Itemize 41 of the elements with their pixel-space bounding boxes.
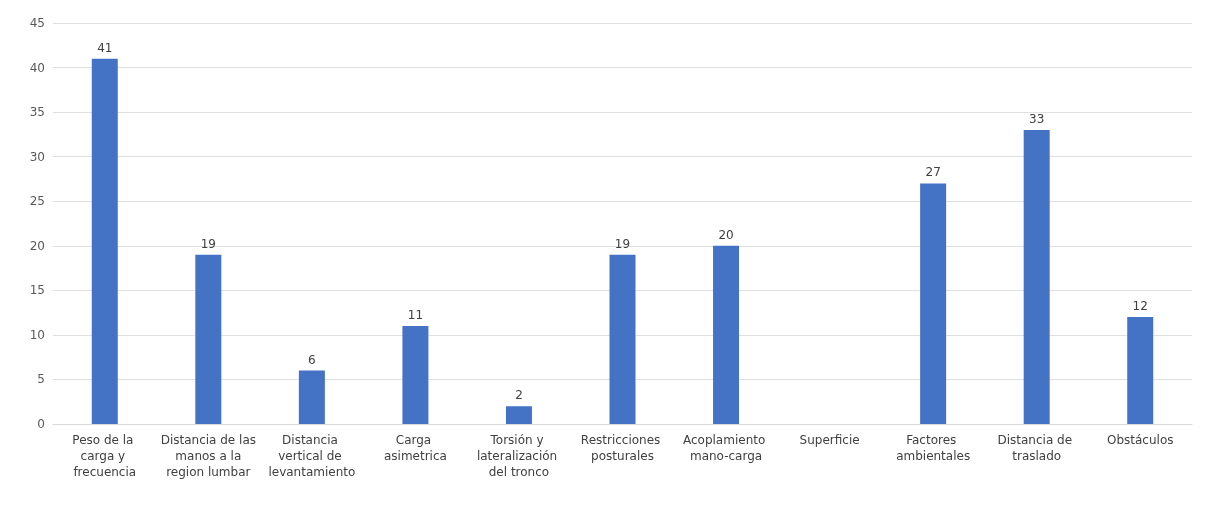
bar <box>1023 129 1050 424</box>
y-tick-label: 40 <box>29 60 45 75</box>
data-label: 33 <box>1029 111 1045 126</box>
y-tick-label: 45 <box>29 16 45 30</box>
y-tick-label: 30 <box>29 149 45 164</box>
data-label: 19 <box>200 236 216 251</box>
bar <box>298 370 325 424</box>
bar <box>505 406 532 424</box>
x-tick-label: Restricciones posturales <box>580 433 665 463</box>
x-tick-label: Distancia de traslado <box>997 433 1076 463</box>
bar <box>91 58 118 424</box>
bar <box>1127 317 1154 424</box>
bar <box>402 325 429 424</box>
y-tick-label: 35 <box>29 105 45 120</box>
data-label: 2 <box>515 388 523 403</box>
x-tick-label: Distancia de las manos a la region lumbar <box>160 433 256 479</box>
x-tick-label: Superficie <box>799 433 860 447</box>
y-tick-label: 20 <box>29 238 45 253</box>
x-tick-label: Factores ambientales <box>896 433 971 463</box>
x-tick-label: Peso de la carga y frecuencia <box>72 433 138 479</box>
y-tick-label: 10 <box>29 327 45 342</box>
y-tick-label: 5 <box>37 372 45 387</box>
data-label: 12 <box>1132 299 1148 314</box>
x-tick-label: Torsión y lateralización del tronco <box>476 433 561 479</box>
y-tick-label: 0 <box>37 417 45 431</box>
bar <box>609 254 636 424</box>
data-label: 19 <box>614 236 631 251</box>
x-tick-label: Carga asimetrica <box>383 433 447 463</box>
data-label: 11 <box>407 307 424 322</box>
x-tick-label: Acoplamiento mano-carga <box>682 433 770 463</box>
data-label: 6 <box>308 352 316 367</box>
y-tick-label: 25 <box>29 194 45 209</box>
data-label: 27 <box>925 165 941 180</box>
bar <box>713 245 740 424</box>
bar <box>195 254 222 424</box>
data-label: 20 <box>718 227 734 242</box>
bar <box>920 183 947 424</box>
x-tick-label: Obstáculos <box>1106 433 1174 447</box>
y-tick-label: 15 <box>29 283 45 298</box>
data-label: 41 <box>97 40 113 55</box>
x-tick-label: Distancia vertical de levantamiento <box>268 433 356 479</box>
